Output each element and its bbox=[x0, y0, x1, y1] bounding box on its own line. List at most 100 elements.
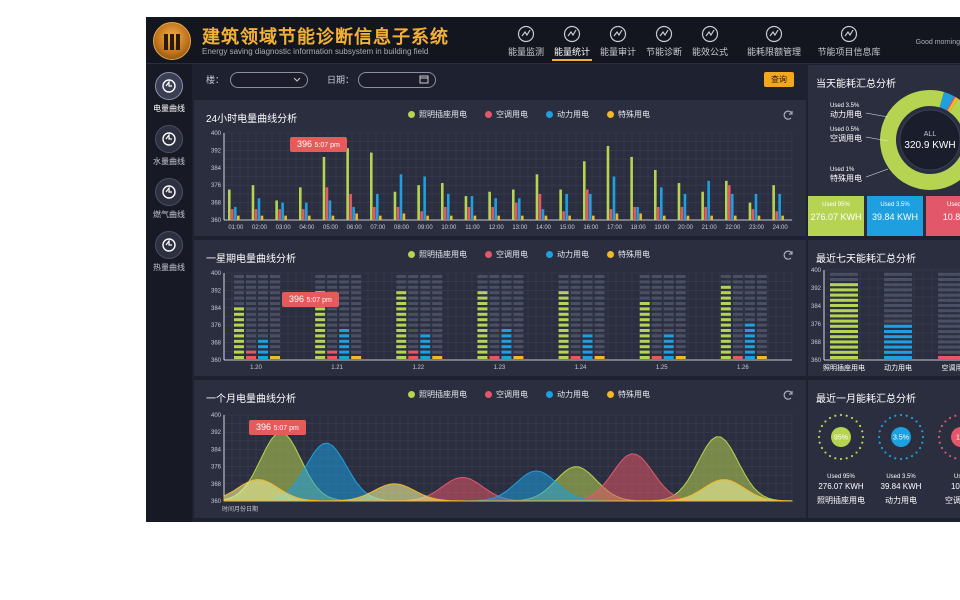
bar-segment bbox=[651, 329, 662, 332]
nav-chart[interactable]: 能量统计 bbox=[552, 17, 592, 63]
sidebar-item-electricity[interactable]: 电量曲线 bbox=[146, 72, 192, 114]
nav-limit[interactable]: 能耗限额管理 bbox=[736, 17, 812, 63]
nav-label: 能量审计 bbox=[599, 47, 636, 57]
legend-item: 照明插座用电 bbox=[408, 389, 467, 400]
bar-segment bbox=[675, 329, 686, 332]
bar-segment bbox=[327, 307, 338, 311]
bar-segment bbox=[339, 323, 350, 327]
y-tick-label: 368 bbox=[211, 341, 222, 347]
legend-label: 照明插座用电 bbox=[419, 390, 467, 399]
panel-seven-day: 最近七天能耗汇总分析 360 368 376 384 392 400 照明插座用电 动力用电 空… bbox=[808, 240, 960, 376]
bar-segment bbox=[720, 329, 731, 332]
nav-clipboard[interactable]: 节能诊断 bbox=[644, 17, 684, 63]
bar-segment bbox=[258, 280, 268, 284]
bar-segment bbox=[884, 283, 912, 287]
legend-item: 照明插座用电 bbox=[408, 109, 467, 120]
chart-icon bbox=[563, 25, 581, 43]
bar-segment bbox=[938, 324, 960, 328]
bar bbox=[234, 206, 237, 220]
ring-dot bbox=[938, 430, 941, 433]
bar-segment bbox=[351, 307, 362, 311]
day-bar-chart: 360 368 376 384 392 400 01:00 02:00 03:00 04:00 05… bbox=[211, 131, 793, 231]
refresh-icon[interactable] bbox=[782, 109, 794, 121]
bar bbox=[757, 215, 761, 220]
bar-segment bbox=[594, 334, 605, 338]
bar bbox=[731, 193, 734, 220]
bar-segment bbox=[513, 275, 524, 278]
nav-label: 能量监测 bbox=[507, 47, 544, 57]
bar-segment bbox=[489, 329, 500, 332]
ring-dot bbox=[878, 441, 881, 444]
bar-segment bbox=[639, 356, 650, 359]
bar bbox=[701, 191, 704, 220]
y-tick-label: 368 bbox=[211, 482, 222, 488]
query-button[interactable]: 查询 bbox=[764, 72, 794, 87]
ring-dot bbox=[858, 446, 862, 450]
sidebar-item-heat[interactable]: 热量曲线 bbox=[146, 231, 192, 273]
nav-label: 能耗限额管理 bbox=[746, 47, 801, 57]
nav-gauge[interactable]: 能量监测 bbox=[506, 17, 546, 63]
bar bbox=[728, 185, 731, 220]
bar-segment bbox=[258, 296, 268, 300]
bar-segment bbox=[720, 318, 731, 322]
refresh-icon[interactable] bbox=[782, 389, 794, 401]
bar-segment bbox=[756, 285, 767, 289]
building-select[interactable] bbox=[230, 72, 308, 88]
bar-segment bbox=[744, 350, 755, 354]
week-bar-chart: 360 368 376 384 392 400 1.20 1.21 1.22 1.23 1.24 1.… bbox=[211, 271, 793, 371]
bar-segment bbox=[558, 356, 569, 359]
refresh-icon[interactable] bbox=[782, 249, 794, 261]
bar-segment bbox=[830, 345, 858, 349]
bar-segment bbox=[408, 312, 419, 316]
legend-item: 空调用电 bbox=[485, 389, 528, 400]
panel-month: 一个月电量曲线分析 照明插座用电 空调用电 动力用电 特殊用电 360 368 376 38… bbox=[194, 380, 806, 518]
bar-segment bbox=[830, 319, 858, 323]
bar-segment bbox=[744, 296, 755, 300]
bar-segment bbox=[663, 307, 674, 311]
bar-segment bbox=[884, 345, 912, 349]
date-input[interactable] bbox=[358, 72, 436, 88]
y-tick-label: 368 bbox=[811, 340, 822, 346]
bar bbox=[355, 213, 358, 220]
bar-segment bbox=[234, 339, 244, 343]
bar-segment bbox=[270, 291, 280, 295]
bar-segment bbox=[501, 275, 512, 278]
x-tick-label: 08:00 bbox=[394, 225, 410, 231]
bar-segment bbox=[351, 280, 362, 284]
bar-segment bbox=[558, 323, 569, 327]
bar-segment bbox=[432, 350, 443, 354]
bar-segment bbox=[477, 312, 488, 316]
ring-dot bbox=[948, 454, 952, 458]
today-total-title: 当天能耗汇总分析 bbox=[816, 79, 896, 90]
bar-segment bbox=[513, 302, 524, 305]
panel-week: 一星期电量曲线分析 照明插座用电 空调用电 动力用电 特殊用电 360 368 376 38… bbox=[194, 240, 806, 376]
panel-month-total: 最近一月能耗汇总分析 95% Used 95% 276.07 KWH 照明插座用电 3.… bbox=[808, 380, 960, 518]
bar-segment bbox=[651, 285, 662, 289]
bar-segment bbox=[651, 312, 662, 316]
x-tick-label: 16:00 bbox=[583, 225, 599, 231]
nav-formula[interactable]: 能效公式 bbox=[690, 17, 730, 63]
today-stat-box: Used 3.5% 39.84 KWH bbox=[867, 196, 923, 236]
logo bbox=[153, 22, 191, 60]
bar-segment bbox=[651, 350, 662, 354]
nav-audit[interactable]: 能量审计 bbox=[598, 17, 638, 63]
bar-segment bbox=[351, 339, 362, 343]
bar-segment bbox=[558, 339, 569, 343]
bar-segment bbox=[339, 275, 350, 278]
bar-segment bbox=[651, 339, 662, 343]
bar-segment bbox=[489, 345, 500, 349]
ring-dot bbox=[861, 441, 864, 444]
bar-segment bbox=[884, 340, 912, 344]
bar-segment bbox=[594, 280, 605, 284]
bar-segment bbox=[501, 334, 512, 338]
bar bbox=[615, 213, 619, 220]
nav-database[interactable]: 节能项目信息库 bbox=[816, 17, 882, 63]
sidebar-item-water[interactable]: 水量曲线 bbox=[146, 125, 192, 167]
x-tick-label: 22:00 bbox=[725, 225, 741, 231]
bar-segment bbox=[420, 345, 431, 349]
bar-segment bbox=[408, 296, 419, 300]
sidebar-item-gas[interactable]: 燃气曲线 bbox=[146, 178, 192, 220]
bar-segment bbox=[432, 280, 443, 284]
bar-segment bbox=[339, 280, 350, 284]
gauge-icon bbox=[517, 25, 535, 43]
